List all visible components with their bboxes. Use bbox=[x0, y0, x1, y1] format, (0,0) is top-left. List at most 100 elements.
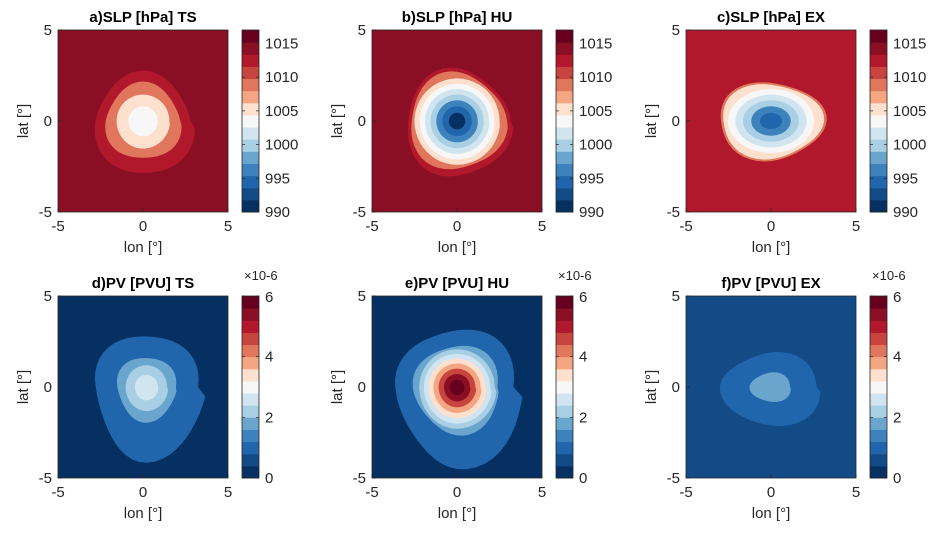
colorbar-swatch bbox=[870, 453, 887, 467]
colorbar-tick-label: 990 bbox=[893, 204, 918, 221]
colorbar-swatch bbox=[556, 139, 573, 152]
colorbar-swatch bbox=[242, 163, 259, 177]
colorbar-tick-label: 0 bbox=[265, 470, 273, 487]
x-tick-label: 0 bbox=[453, 218, 461, 235]
colorbar-tick-label: 995 bbox=[893, 170, 918, 187]
colorbar-swatch bbox=[556, 90, 573, 104]
colorbar: 990 995 1000 1005 1010 1015 bbox=[241, 29, 298, 221]
colorbar-exponent: ×10-6 bbox=[872, 268, 906, 283]
colorbar-tick-label: 4 bbox=[893, 349, 901, 366]
colorbar-swatch bbox=[242, 465, 259, 479]
x-axis-label: lon [°] bbox=[124, 239, 163, 256]
colorbar-tick-label: 2 bbox=[893, 409, 901, 426]
colorbar-swatch bbox=[242, 42, 259, 55]
colorbar: 990 995 1000 1005 1010 1015 bbox=[869, 29, 926, 221]
colorbar-swatch bbox=[556, 441, 573, 455]
colorbar-swatch bbox=[870, 187, 887, 201]
colorbar-swatch bbox=[870, 380, 887, 394]
colorbar-swatch bbox=[242, 368, 259, 382]
colorbar-tick-label: 1010 bbox=[579, 69, 612, 86]
colorbar-swatch bbox=[242, 393, 259, 406]
x-axis-label: lon [°] bbox=[752, 239, 791, 256]
x-axis-label: lon [°] bbox=[124, 505, 163, 522]
colorbar-tick-label: 1005 bbox=[579, 103, 612, 120]
x-tick-label: -5 bbox=[679, 218, 692, 235]
colorbar-tick-label: 4 bbox=[579, 349, 587, 366]
y-tick-label: -5 bbox=[39, 204, 52, 221]
colorbar: 0 2 4 6 ×10-6 bbox=[555, 268, 592, 487]
contour-level bbox=[749, 372, 791, 402]
colorbar-swatch bbox=[242, 127, 259, 140]
colorbar-swatch bbox=[556, 405, 573, 418]
colorbar: 0 2 4 6 ×10-6 bbox=[869, 268, 906, 487]
colorbar-swatch bbox=[556, 54, 573, 67]
colorbar-swatch bbox=[242, 308, 259, 321]
colorbar-tick-label: 4 bbox=[265, 349, 273, 366]
colorbar-swatch bbox=[870, 114, 887, 128]
x-tick-label: -5 bbox=[679, 484, 692, 501]
colorbar-exponent: ×10-6 bbox=[558, 268, 592, 283]
y-tick-label: 5 bbox=[44, 22, 52, 39]
colorbar-swatch bbox=[556, 296, 573, 309]
colorbar-swatch bbox=[870, 344, 887, 358]
colorbar-tick-label: 995 bbox=[265, 170, 290, 187]
colorbar-tick-label: 1015 bbox=[265, 35, 298, 52]
colorbar-swatch bbox=[242, 30, 259, 43]
colorbar-swatch bbox=[556, 356, 573, 370]
colorbar-swatch bbox=[242, 441, 259, 455]
x-tick-label: 0 bbox=[767, 484, 775, 501]
colorbar-swatch bbox=[242, 114, 259, 128]
colorbar-swatch bbox=[556, 175, 573, 189]
colorbar-swatch bbox=[242, 54, 259, 67]
colorbar-swatch bbox=[870, 417, 887, 430]
contour-level bbox=[448, 112, 466, 130]
y-tick-label: -5 bbox=[353, 470, 366, 487]
plot-area bbox=[58, 30, 228, 212]
colorbar-swatch bbox=[870, 320, 887, 333]
colorbar-swatch bbox=[556, 465, 573, 479]
y-tick-label: -5 bbox=[353, 204, 366, 221]
colorbar-swatch bbox=[242, 199, 259, 213]
colorbar-swatch bbox=[556, 453, 573, 467]
colorbar-swatch bbox=[556, 187, 573, 201]
colorbar-tick-label: 995 bbox=[579, 170, 604, 187]
colorbar-swatch bbox=[242, 296, 259, 309]
colorbar-frame bbox=[241, 295, 260, 479]
colorbar-frame bbox=[869, 29, 888, 213]
colorbar-swatch bbox=[870, 308, 887, 321]
colorbar-tick-label: 1000 bbox=[579, 137, 612, 154]
colorbar-swatch bbox=[870, 441, 887, 455]
x-tick-label: -5 bbox=[365, 218, 378, 235]
colorbar-swatch bbox=[556, 42, 573, 55]
y-tick-label: 5 bbox=[358, 288, 366, 305]
plot-area bbox=[372, 296, 542, 478]
x-tick-label: 0 bbox=[453, 484, 461, 501]
colorbar-swatch bbox=[870, 127, 887, 140]
colorbar-swatch bbox=[870, 78, 887, 92]
colorbar-exponent: ×10-6 bbox=[244, 268, 278, 283]
y-tick-label: -5 bbox=[39, 470, 52, 487]
colorbar-swatch bbox=[870, 368, 887, 382]
colorbar-tick-label: 1010 bbox=[893, 69, 926, 86]
colorbar-swatch bbox=[556, 308, 573, 321]
colorbar-frame bbox=[555, 29, 574, 213]
colorbar-tick-label: 0 bbox=[579, 470, 587, 487]
colorbar-swatch bbox=[870, 429, 887, 443]
x-tick-label: 5 bbox=[852, 218, 860, 235]
y-tick-label: 5 bbox=[44, 288, 52, 305]
colorbar: 0 2 4 6 ×10-6 bbox=[241, 268, 278, 487]
y-tick-label: 0 bbox=[672, 113, 680, 130]
colorbar-swatch bbox=[556, 393, 573, 406]
colorbar-swatch bbox=[242, 90, 259, 104]
x-tick-label: 0 bbox=[767, 218, 775, 235]
colorbar-swatch bbox=[242, 417, 259, 430]
colorbar-swatch bbox=[556, 368, 573, 382]
panel-title: b)SLP [hPa] HU bbox=[402, 9, 513, 26]
colorbar-swatch bbox=[242, 66, 259, 80]
x-tick-label: 5 bbox=[538, 218, 546, 235]
colorbar-swatch bbox=[556, 344, 573, 358]
x-axis-label: lon [°] bbox=[752, 505, 791, 522]
colorbar-swatch bbox=[556, 417, 573, 430]
colorbar-frame bbox=[869, 295, 888, 479]
x-tick-label: 0 bbox=[139, 218, 147, 235]
